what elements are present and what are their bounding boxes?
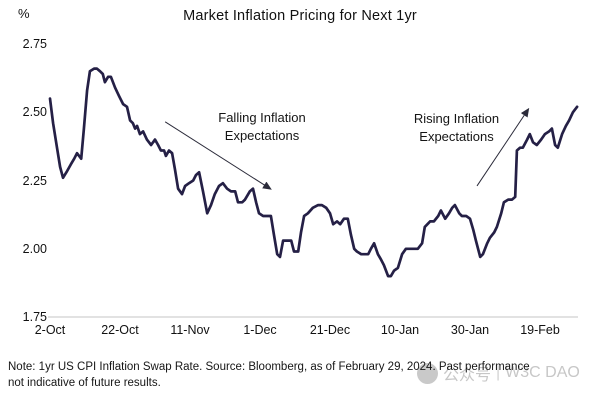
watermark: 公众号 | W3C DAO xyxy=(417,361,580,385)
y-tick-2.75: 2.75 xyxy=(22,37,47,51)
x-tick-21-Dec: 21-Dec xyxy=(309,323,351,337)
y-tick-2.25: 2.25 xyxy=(22,173,47,188)
annotation-rising-inflation: Rising Inflation Expectations xyxy=(399,110,514,146)
x-tick-2-Oct: 2-Oct xyxy=(34,323,66,337)
y-axis-unit-label: % xyxy=(18,6,30,21)
x-tick-22-Oct: 22-Oct xyxy=(101,323,139,337)
annotation-falling-inflation: Falling Inflation Expectations xyxy=(203,109,321,145)
line-chart-plot xyxy=(48,67,579,318)
watermark-label: 公众号 xyxy=(443,367,492,384)
x-tick-30-Jan: 30-Jan xyxy=(450,323,490,337)
annotation-rising-line1: Rising Inflation xyxy=(413,111,500,126)
annotation-falling-line1: Falling Inflation xyxy=(218,110,306,125)
x-tick-11-Nov: 11-Nov xyxy=(170,323,210,337)
source-note: Note: 1yr US CPI Inflation Swap Rate. So… xyxy=(8,361,530,389)
watermark-logo-icon xyxy=(417,362,438,384)
inflation-swap-line-series xyxy=(48,67,579,278)
watermark-separator: | xyxy=(496,364,501,381)
annotation-falling-line2: Expectations xyxy=(224,128,300,143)
chart-title: Market Inflation Pricing for Next 1yr xyxy=(183,8,417,24)
annotation-rising-line2: Expectations xyxy=(419,129,494,144)
y-tick-2.00: 2.00 xyxy=(22,241,47,256)
y-tick-2.50: 2.50 xyxy=(22,105,47,120)
x-tick-19-Feb: 19-Feb xyxy=(520,323,560,337)
annotation-arrows xyxy=(164,107,530,190)
x-tick-10-Jan: 10-Jan xyxy=(380,323,420,337)
y-tick-1.75: 1.75 xyxy=(22,310,47,324)
watermark-name: W3C DAO xyxy=(505,364,580,381)
x-tick-1-Dec: 1-Dec xyxy=(243,323,277,337)
